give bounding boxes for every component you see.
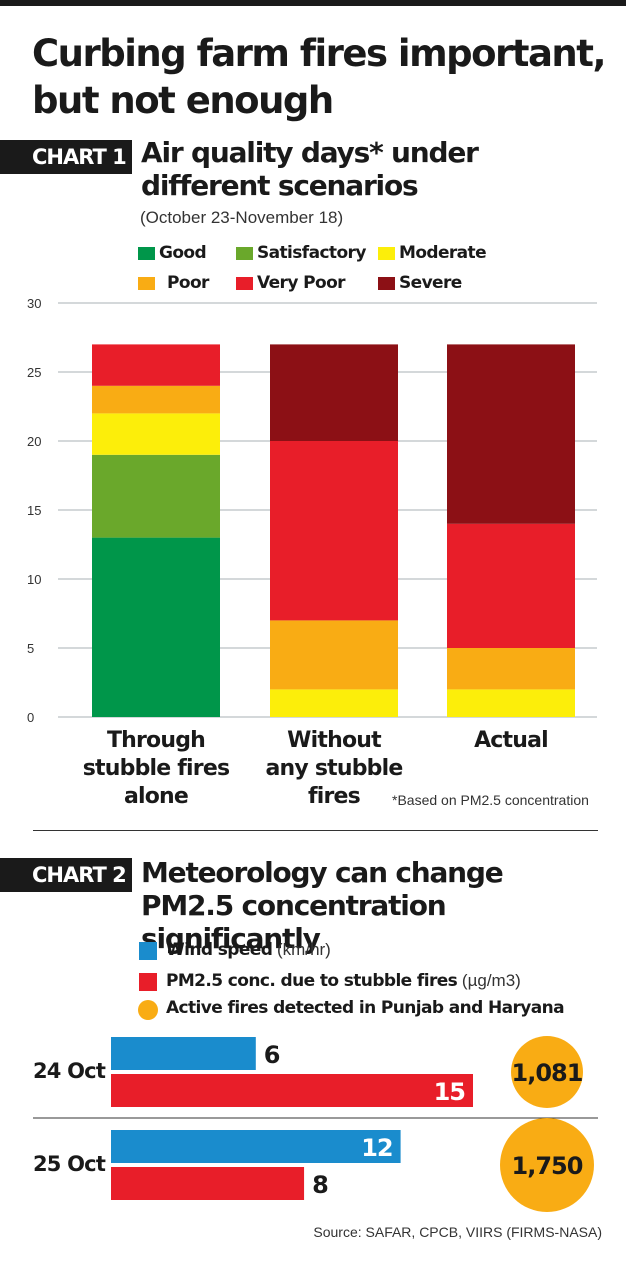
legend-swatch-poor	[138, 277, 155, 290]
bar-2-very-poor	[270, 441, 398, 621]
y-tick-10: 10	[27, 572, 41, 587]
bar-1-satisfactory	[92, 454, 220, 538]
section-divider	[33, 830, 598, 831]
legend-label-satisfactory: Satisfactory	[257, 243, 366, 263]
y-tick-25: 25	[27, 365, 41, 380]
bar-3-severe	[447, 344, 575, 524]
bar-2-severe	[270, 344, 398, 441]
chart1-tag: CHART 1	[0, 140, 132, 174]
bar-1-very-poor	[92, 344, 220, 386]
bar-3-very-poor	[447, 523, 575, 648]
legend-label-pm25: PM2.5 conc. due to stubble fires (µg/m3)	[166, 971, 521, 991]
x-label-2-line-2: any stubble	[266, 756, 403, 781]
bar-3-poor	[447, 648, 575, 690]
y-tick-0: 0	[27, 710, 34, 725]
legend-swatch-pm25	[139, 973, 157, 991]
hbar-value-wind-2: 12	[361, 1134, 392, 1162]
y-tick-30: 30	[27, 296, 41, 311]
legend-swatch-good	[138, 247, 155, 260]
chart2-tag: CHART 2	[0, 858, 132, 892]
source-credit: Source: SAFAR, CPCB, VIIRS (FIRMS-NASA)	[313, 1224, 602, 1240]
row-label-2: 25 Oct	[33, 1152, 106, 1176]
bar-1-good	[92, 537, 220, 717]
fires-value-2: 1,750	[512, 1152, 583, 1180]
legend-swatch-very-poor	[236, 277, 253, 290]
bar-1-poor	[92, 385, 220, 414]
legend-label-very-poor: Very Poor	[257, 273, 346, 293]
chart1-plot: 0 5 10 15 20 25 30 Through stubble fires alone Wit…	[27, 296, 597, 809]
hbar-wind-1	[111, 1037, 256, 1070]
chart1-footnote: *Based on PM2.5 concentration	[392, 792, 589, 808]
x-label-1-line-3: alone	[124, 784, 188, 809]
x-label-1-line-1: Through	[107, 728, 205, 753]
legend-name-wind: Wind speed	[166, 940, 273, 960]
top-rule	[0, 0, 626, 6]
chart1-subtitle: (October 23-November 18)	[140, 208, 344, 227]
chart1-title: Air quality days* under different scenar…	[141, 136, 479, 202]
headline: Curbing farm fires important, but not en…	[32, 32, 607, 122]
legend-label-wind: Wind speed (km/hr)	[166, 940, 331, 960]
y-tick-5: 5	[27, 641, 34, 656]
legend-unit-pm25: (µg/m3)	[457, 971, 521, 990]
legend-label-fires: Active fires detected in Punjab and Hary…	[166, 998, 565, 1018]
legend-swatch-moderate	[378, 247, 395, 260]
fires-circle-2	[500, 1118, 594, 1212]
legend-label-severe: Severe	[399, 273, 462, 293]
x-label-1-line-2: stubble fires	[83, 756, 230, 781]
chart2-title: Meteorology can change PM2.5 concentrati…	[141, 856, 504, 955]
row-label-1: 24 Oct	[33, 1059, 106, 1083]
legend-swatch-severe	[378, 277, 395, 290]
fires-value-1: 1,081	[512, 1059, 583, 1087]
legend-swatch-wind	[139, 942, 157, 960]
hbar-pm25-1	[111, 1074, 473, 1107]
hbar-value-pm25-1: 15	[434, 1078, 466, 1106]
legend-name-pm25: PM2.5 conc. due to stubble fires	[166, 971, 458, 991]
x-label-2-line-3: fires	[308, 784, 361, 809]
bar-3-moderate	[447, 689, 575, 717]
legend-label-good: Good	[159, 243, 207, 263]
fires-circle-1	[511, 1036, 583, 1108]
y-tick-15: 15	[27, 503, 41, 518]
bar-1-moderate	[92, 413, 220, 455]
legend-name-fires: Active fires detected in Punjab and Hary…	[166, 998, 565, 1018]
legend-swatch-fires	[138, 1000, 158, 1020]
x-label-3-line-1: Actual	[474, 728, 548, 753]
hbar-pm25-2	[111, 1167, 305, 1200]
legend-unit-wind: (km/hr)	[272, 940, 331, 959]
bar-2-poor	[270, 620, 398, 690]
x-label-2-line-1: Without	[287, 728, 382, 753]
legend-swatch-satisfactory	[236, 247, 253, 260]
bar-2-moderate	[270, 689, 398, 717]
hbar-wind-2	[111, 1130, 401, 1163]
legend-label-poor: Poor	[167, 273, 209, 293]
hbar-value-pm25-2: 8	[312, 1171, 328, 1199]
y-tick-20: 20	[27, 434, 41, 449]
hbar-value-wind-1: 6	[264, 1041, 280, 1069]
legend-label-moderate: Moderate	[399, 243, 487, 263]
